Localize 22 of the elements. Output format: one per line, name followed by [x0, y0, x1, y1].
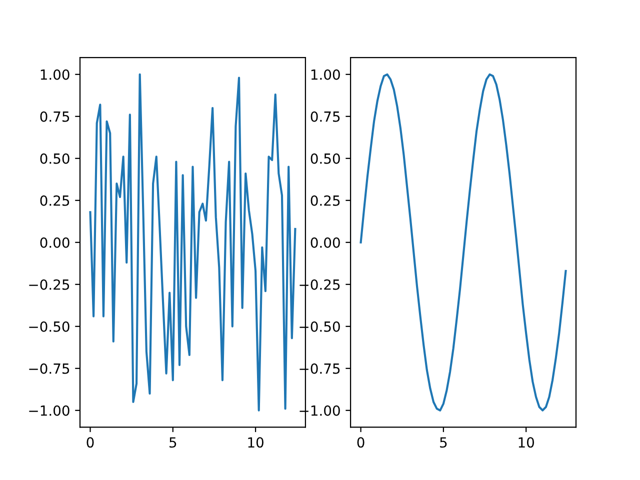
- y-tick-label: −0.25: [29, 279, 70, 290]
- line-series: [89, 73, 296, 412]
- y-tick-label: −0.75: [29, 363, 70, 374]
- x-tick-label: 0: [86, 437, 94, 448]
- x-tick-label: 0: [357, 437, 364, 448]
- y-tick-label: −1.00: [29, 405, 70, 416]
- line-series: [360, 73, 567, 412]
- y-tick-label: 1.00: [40, 69, 70, 80]
- y-tick-label: 0.75: [40, 111, 70, 122]
- y-tick-label: 0.00: [310, 237, 340, 248]
- y-tick-label: 0.25: [40, 195, 70, 206]
- y-tick-label: 1.00: [311, 69, 340, 80]
- y-tick-label: 0.00: [40, 237, 70, 248]
- y-tick-label: 0.25: [310, 195, 340, 206]
- y-tick-label: −0.50: [29, 321, 70, 332]
- x-tick-label: 10: [248, 437, 264, 448]
- x-tick-label: 5: [170, 437, 176, 448]
- y-tick-label: 0.75: [310, 111, 340, 122]
- x-tick-label: 10: [518, 437, 534, 448]
- y-tick-label: 0.50: [40, 153, 70, 164]
- x-tick-label: 5: [440, 437, 447, 448]
- y-tick-label: 0.50: [310, 153, 340, 164]
